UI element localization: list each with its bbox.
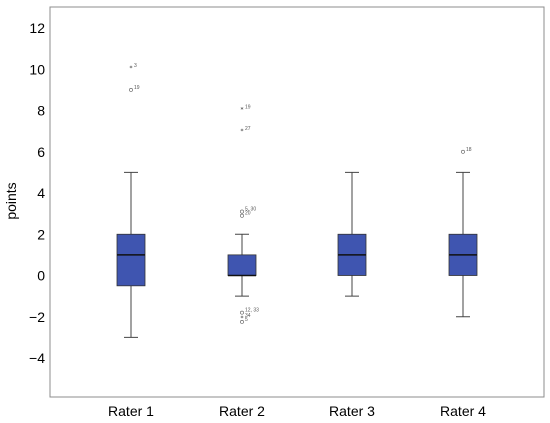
y-tick-label: −2 <box>29 309 45 325</box>
x-tick-label: Rater 3 <box>329 403 375 419</box>
outlier-circle <box>240 310 244 315</box>
outlier-label: 18 <box>466 147 472 153</box>
outlier-star: * <box>241 106 244 113</box>
outlier-label: 19 <box>245 104 251 110</box>
y-tick-label: 10 <box>29 61 45 77</box>
y-axis: −4 −2 0 2 4 6 8 10 12 <box>29 20 45 366</box>
outlier-circle <box>240 213 244 218</box>
x-axis: Rater 1 Rater 2 Rater 3 Rater 4 <box>108 403 486 419</box>
outlier-label: 19 <box>134 85 140 91</box>
box-group <box>337 171 367 297</box>
box <box>227 254 257 276</box>
outlier-circle <box>240 209 244 214</box>
y-tick-label: 0 <box>37 268 45 284</box>
y-tick-label: 6 <box>37 144 45 160</box>
y-axis-label: points <box>3 182 19 219</box>
outlier-label: 12, 33 <box>245 308 259 314</box>
plot-frame <box>49 6 545 398</box>
y-tick-label: 12 <box>29 20 45 36</box>
outlier-circle <box>129 87 133 92</box>
outlier-label: 27 <box>245 126 251 132</box>
outlier-label: 20 <box>245 211 251 217</box>
outlier-label: 5, 30 <box>245 207 256 213</box>
outlier-circle <box>461 149 465 154</box>
outlier-label: 3 <box>134 63 137 69</box>
outlier-label: 34 <box>245 313 251 319</box>
box-group: * 3 19 <box>116 63 146 338</box>
y-tick-label: 8 <box>37 103 45 119</box>
y-tick-label: −4 <box>29 350 45 366</box>
x-tick-label: Rater 1 <box>108 403 154 419</box>
outlier-star: * <box>130 65 133 72</box>
y-tick-label: 4 <box>37 185 45 201</box>
x-tick-label: Rater 2 <box>219 403 265 419</box>
y-tick-label: 2 <box>37 226 45 242</box>
box-group: 18 <box>448 147 478 318</box>
outlier-circle <box>240 320 244 324</box>
box <box>116 233 146 287</box>
outlier-star: * <box>241 315 244 322</box>
x-tick-label: Rater 4 <box>440 403 486 419</box>
outlier-star: * <box>241 128 244 135</box>
outlier-label: 5 <box>245 317 248 323</box>
